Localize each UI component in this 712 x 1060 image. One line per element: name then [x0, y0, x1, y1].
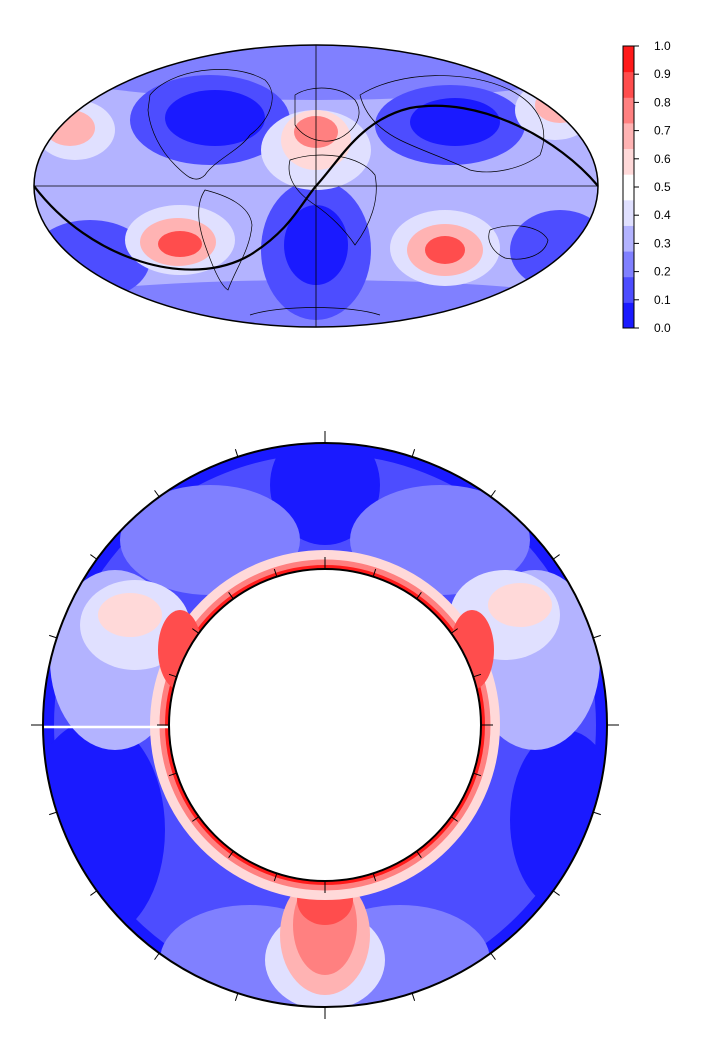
outer-tick — [412, 993, 414, 1001]
core-boundary — [169, 569, 481, 881]
outer-tick — [155, 953, 160, 959]
colorbar-swatch — [623, 200, 634, 226]
outer-tick — [49, 812, 57, 814]
colorbar-swatch — [623, 225, 634, 251]
outer-tick — [90, 891, 96, 896]
outer-tick — [553, 891, 559, 896]
colorbar-tick-label: 0.4 — [654, 208, 671, 222]
colorbar-swatch — [623, 97, 634, 123]
colorbar-tick-label: 0.0 — [654, 321, 671, 335]
colorbar-swatch — [623, 174, 634, 200]
colorbar: 0.0 0.1 0.2 0.3 0.4 0.5 0.6 0.7 0.8 0.9 1.0 — [623, 39, 671, 335]
outer-tick — [553, 555, 559, 560]
colorbar-tick-label: 0.1 — [654, 293, 671, 307]
colorbar-tick-label: 0.2 — [654, 265, 671, 279]
colorbar-swatch — [623, 123, 634, 149]
mollweide-map — [16, 20, 616, 340]
annulus-section — [25, 425, 630, 1030]
colorbar-swatch — [623, 302, 634, 328]
colorbar-tick-label: 1.0 — [654, 39, 671, 53]
colorbar-tick-label: 0.7 — [654, 124, 671, 138]
outer-tick — [235, 993, 237, 1001]
outer-tick — [593, 635, 601, 637]
colorbar-tick-label: 0.3 — [654, 236, 671, 250]
outer-tick — [49, 635, 57, 637]
colorbar-swatch — [623, 72, 634, 98]
outer-tick — [593, 812, 601, 814]
colorbar-swatch — [623, 46, 634, 72]
colorbar-swatch — [623, 251, 634, 277]
colorbar-tick-label: 0.9 — [654, 67, 671, 81]
colorbar-tick-label: 0.5 — [654, 180, 671, 194]
outer-tick — [491, 490, 496, 496]
outer-tick — [412, 449, 414, 457]
outer-tick — [491, 953, 496, 959]
outer-tick — [155, 490, 160, 496]
outer-tick — [235, 449, 237, 457]
outer-tick — [90, 555, 96, 560]
colorbar-swatch — [623, 149, 634, 175]
colorbar-tick-label: 0.6 — [654, 152, 671, 166]
colorbar-tick-label: 0.8 — [654, 95, 671, 109]
colorbar-swatch — [623, 277, 634, 303]
